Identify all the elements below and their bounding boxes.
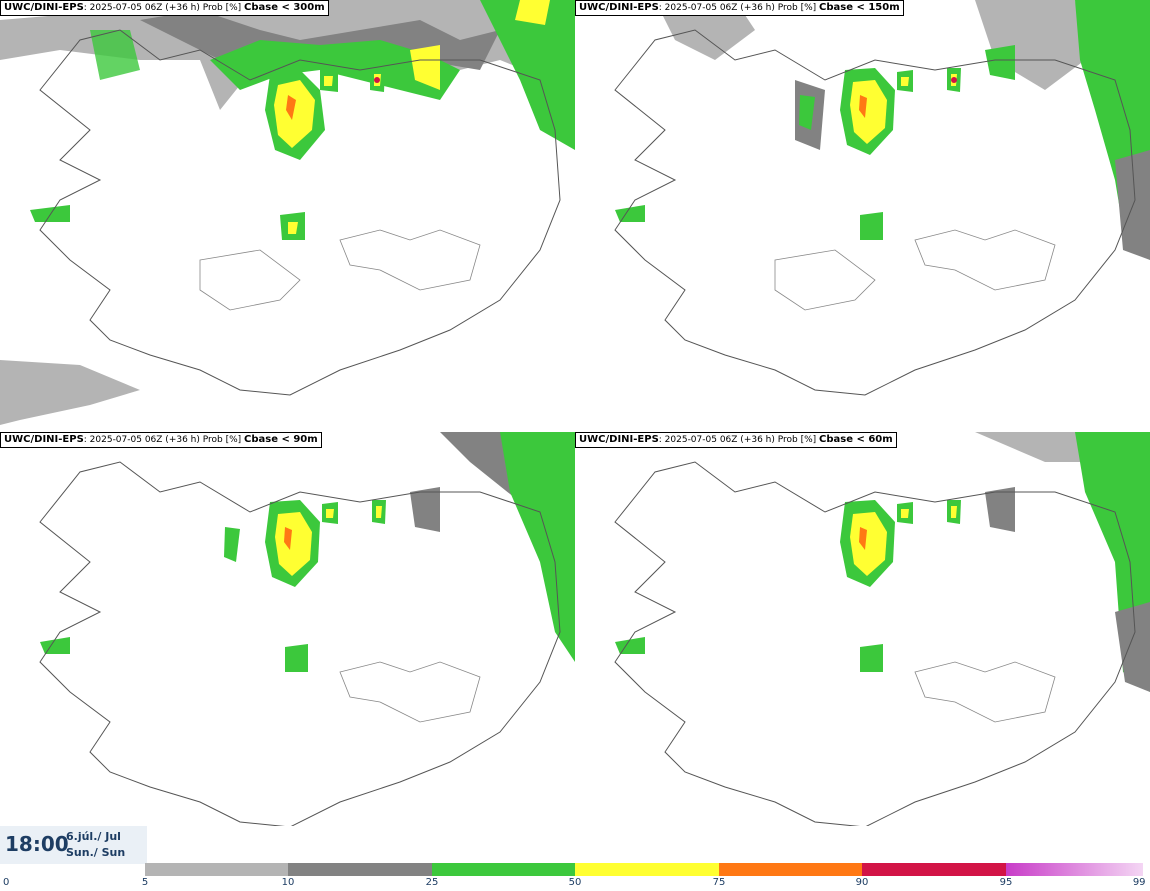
valid-date-line2: Sun./ Sun bbox=[66, 846, 126, 859]
valid-time: 18:00 bbox=[5, 832, 69, 856]
panel-title: UWC/DINI-EPS: 2025-07-05 06Z (+36 h) Pro… bbox=[575, 0, 904, 16]
map-panel-150m: UWC/DINI-EPS: 2025-07-05 06Z (+36 h) Pro… bbox=[575, 0, 1150, 430]
colorbar-segment bbox=[719, 863, 862, 876]
colorbar-tick-label: 10 bbox=[281, 877, 295, 888]
colorbar-segment bbox=[1006, 863, 1143, 876]
map-panel-60m: UWC/DINI-EPS: 2025-07-05 06Z (+36 h) Pro… bbox=[575, 432, 1150, 862]
map-60m bbox=[614, 432, 1150, 826]
colorbar-segment bbox=[862, 863, 1006, 876]
colorbar-segment bbox=[575, 863, 719, 876]
colorbar-tick-label: 50 bbox=[568, 877, 582, 888]
panel-title: UWC/DINI-EPS: 2025-07-05 06Z (+36 h) Pro… bbox=[0, 432, 322, 448]
panel-title: UWC/DINI-EPS: 2025-07-05 06Z (+36 h) Pro… bbox=[0, 0, 329, 16]
map-panel-300m: UWC/DINI-EPS: 2025-07-05 06Z (+36 h) Pro… bbox=[0, 0, 575, 430]
valid-date-line1: 6.júl./ Jul bbox=[66, 830, 121, 843]
map-90m bbox=[39, 432, 575, 826]
colorbar-segment bbox=[432, 863, 575, 876]
map-300m bbox=[0, 0, 575, 425]
colorbar-segment bbox=[145, 863, 288, 876]
colorbar-tick-label: 95 bbox=[999, 877, 1013, 888]
colorbar-tick-label: 0 bbox=[3, 877, 10, 888]
valid-time-box bbox=[0, 826, 147, 864]
colorbar-tick-label: 25 bbox=[425, 877, 439, 888]
panel-title: UWC/DINI-EPS: 2025-07-05 06Z (+36 h) Pro… bbox=[575, 432, 897, 448]
colorbar-tick-label: 90 bbox=[855, 877, 869, 888]
colorbar-tick-label: 75 bbox=[712, 877, 726, 888]
colorbar-tick-label: 99 bbox=[1132, 877, 1146, 888]
colorbar-tick-label: 5 bbox=[141, 877, 149, 888]
map-panel-90m: UWC/DINI-EPS: 2025-07-05 06Z (+36 h) Pro… bbox=[0, 432, 575, 862]
map-150m bbox=[614, 0, 1150, 396]
colorbar-segment bbox=[288, 863, 432, 876]
